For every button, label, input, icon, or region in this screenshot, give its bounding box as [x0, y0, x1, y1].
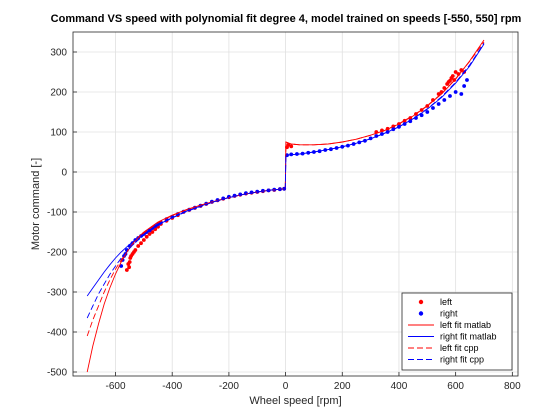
data-point-right — [448, 94, 452, 98]
data-point-left — [128, 260, 132, 264]
x-tick-label: 600 — [447, 381, 464, 392]
legend-entry-label: left fit cpp — [440, 343, 479, 353]
x-tick-label: -200 — [219, 381, 239, 392]
y-tick-label: -300 — [47, 288, 67, 299]
legend-entry-label: left fit matlab — [440, 320, 491, 330]
x-tick-label: 800 — [504, 381, 521, 392]
x-tick-label: -400 — [162, 381, 182, 392]
x-tick-label: 400 — [391, 381, 408, 392]
data-point-left — [447, 80, 451, 84]
data-point-right — [459, 92, 463, 96]
y-axis-label: Motor command [-] — [30, 158, 42, 250]
data-point-right — [425, 110, 429, 114]
y-tick-label: -100 — [47, 208, 67, 219]
x-axis-label: Wheel speed [rpm] — [249, 395, 341, 407]
legend-entry-label: right — [440, 309, 458, 319]
data-point-left — [133, 248, 137, 252]
data-point-left — [127, 265, 131, 269]
y-tick-label: 200 — [50, 88, 67, 99]
y-tick-label: 100 — [50, 128, 67, 139]
data-point-right — [462, 84, 466, 88]
data-point-right — [437, 102, 441, 106]
data-point-left — [136, 244, 140, 248]
y-tick-label: 0 — [61, 168, 67, 179]
data-point-right — [431, 106, 435, 110]
data-point-right — [454, 90, 458, 94]
x-tick-label: 0 — [283, 381, 289, 392]
data-point-left — [142, 238, 146, 242]
data-point-left — [145, 235, 149, 239]
chart-title: Command VS speed with polynomial fit deg… — [51, 13, 522, 25]
legend-entry-label: left — [440, 297, 453, 307]
legend-entry-label: right fit matlab — [440, 332, 497, 342]
data-point-right — [442, 98, 446, 102]
legend-swatch — [419, 300, 423, 304]
y-tick-label: -400 — [47, 328, 67, 339]
x-tick-label: -600 — [106, 381, 126, 392]
legend-entry-label: right fit cpp — [440, 355, 484, 365]
legend-swatch — [419, 311, 423, 315]
x-tick-label: 200 — [334, 381, 351, 392]
data-point-left — [289, 145, 293, 149]
data-point-right — [465, 78, 469, 82]
y-tick-label: -500 — [47, 368, 67, 379]
data-point-left — [139, 241, 143, 245]
y-tick-label: 300 — [50, 48, 67, 59]
y-tick-label: -200 — [47, 248, 67, 259]
